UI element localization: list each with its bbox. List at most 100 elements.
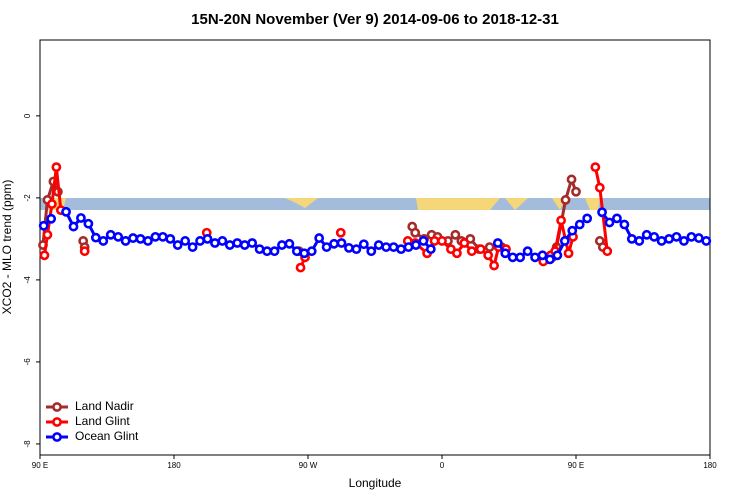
- point: [98, 236, 109, 246]
- point: [489, 260, 500, 271]
- x-tick-label: 180: [703, 461, 717, 470]
- point: [679, 236, 689, 246]
- y-tick-label: -4: [23, 276, 32, 284]
- point: [686, 231, 697, 242]
- point: [590, 162, 601, 173]
- point: [500, 248, 511, 259]
- point: [269, 246, 280, 257]
- x-tick-label: 90 W: [299, 461, 318, 470]
- point: [451, 248, 462, 259]
- map-strip: [40, 198, 710, 210]
- point: [594, 182, 605, 193]
- point: [366, 246, 377, 257]
- point: [51, 162, 62, 173]
- point: [335, 227, 346, 238]
- point: [450, 229, 461, 240]
- point: [210, 238, 220, 248]
- point: [157, 231, 168, 242]
- point: [571, 186, 581, 197]
- point: [232, 238, 243, 248]
- point: [68, 221, 79, 232]
- point: [105, 229, 116, 240]
- point: [626, 233, 637, 244]
- point: [299, 248, 310, 259]
- point: [79, 246, 90, 257]
- point: [195, 236, 205, 246]
- legend-marker: [52, 432, 62, 442]
- point: [277, 240, 287, 250]
- point: [150, 231, 161, 242]
- point: [388, 242, 399, 252]
- point: [90, 232, 101, 243]
- point: [411, 240, 421, 250]
- point: [351, 244, 362, 255]
- point: [239, 240, 250, 250]
- point: [522, 246, 533, 257]
- point: [492, 238, 503, 248]
- point: [515, 252, 526, 263]
- y-tick-label: -6: [23, 358, 32, 366]
- point: [466, 246, 477, 257]
- point: [314, 233, 325, 243]
- point: [247, 238, 258, 248]
- y-tick-label: -2: [23, 194, 32, 202]
- point: [410, 227, 421, 238]
- point: [604, 217, 615, 228]
- legend-label: Ocean Glint: [75, 429, 139, 443]
- point: [291, 246, 302, 257]
- point: [180, 236, 191, 246]
- point: [425, 244, 436, 255]
- point: [202, 233, 213, 244]
- point: [61, 206, 71, 217]
- point: [172, 240, 183, 250]
- point: [143, 236, 153, 246]
- point: [475, 244, 486, 255]
- point: [217, 236, 228, 246]
- legend-label: Land Glint: [75, 414, 130, 428]
- point: [552, 250, 563, 261]
- legend-marker: [52, 402, 62, 412]
- y-axis-label: XCO2 - MLO trend (ppm): [0, 180, 14, 315]
- point: [120, 236, 131, 246]
- point: [671, 231, 682, 242]
- point: [563, 248, 574, 259]
- point: [418, 236, 429, 246]
- point: [602, 246, 613, 257]
- point: [560, 195, 571, 205]
- x-axis-label: Longitude: [349, 476, 402, 490]
- point: [46, 213, 57, 224]
- point: [574, 219, 585, 230]
- point: [224, 240, 235, 250]
- point: [530, 252, 540, 263]
- point: [47, 199, 57, 209]
- point: [656, 236, 667, 246]
- point: [403, 242, 414, 252]
- x-tick-label: 0: [440, 461, 445, 470]
- point: [545, 254, 555, 265]
- point: [664, 233, 674, 244]
- point: [38, 220, 49, 231]
- point: [306, 246, 317, 257]
- point: [567, 225, 578, 236]
- point: [649, 231, 660, 242]
- point: [284, 238, 295, 249]
- point: [566, 174, 577, 185]
- point: [507, 252, 518, 263]
- point: [429, 236, 440, 246]
- point: [83, 218, 94, 229]
- point: [344, 243, 354, 253]
- point: [187, 242, 198, 252]
- point: [113, 231, 124, 242]
- point: [135, 233, 146, 244]
- x-tick-label: 180: [167, 461, 181, 470]
- point: [693, 233, 704, 243]
- point: [42, 229, 53, 240]
- point: [582, 213, 593, 224]
- point: [483, 250, 494, 261]
- y-tick-label: -8: [23, 440, 32, 448]
- point: [641, 229, 652, 240]
- point: [619, 219, 630, 230]
- point: [559, 236, 570, 246]
- point: [329, 238, 339, 249]
